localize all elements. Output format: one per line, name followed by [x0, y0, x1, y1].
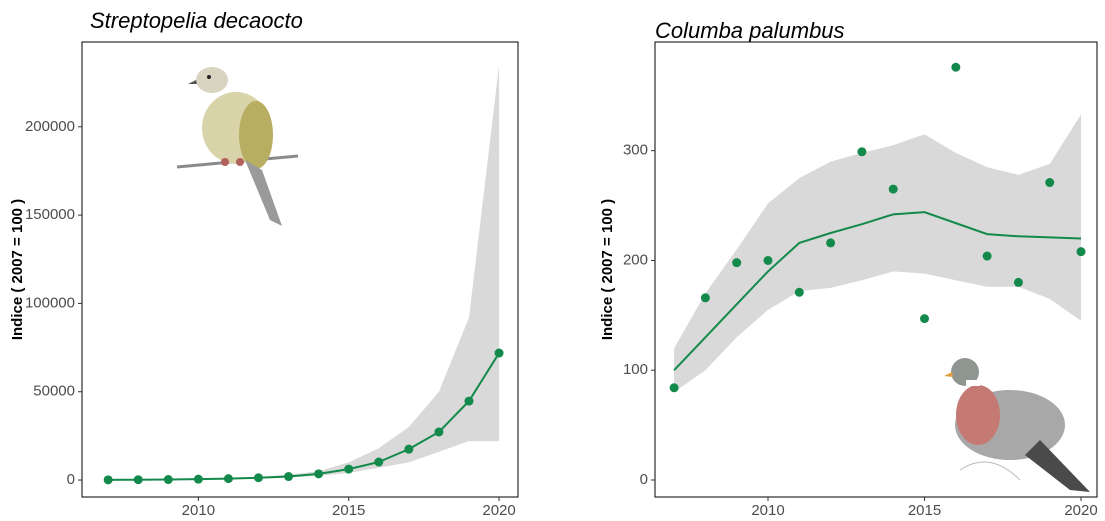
y-tick-label: 100000	[25, 294, 75, 311]
panel: Columba palumbus Indice ( 2007 = 100 ) 0 10…	[599, 18, 1098, 519]
confidence-band	[674, 114, 1082, 393]
y-tick-label: 150000	[25, 206, 75, 223]
data-point	[826, 238, 836, 248]
y-tick-label: 100	[623, 361, 648, 378]
chart-title: Streptopelia decaocto	[90, 8, 303, 33]
data-point	[314, 469, 324, 479]
data-point	[982, 251, 992, 261]
data-point	[133, 475, 143, 485]
data-point	[888, 184, 898, 194]
data-point	[1076, 247, 1086, 257]
data-point	[857, 147, 867, 157]
data-point	[920, 314, 930, 324]
y-tick-label: 200	[623, 251, 648, 268]
y-tick-label: 0	[640, 471, 648, 488]
data-point	[494, 348, 504, 358]
data-point	[951, 62, 961, 72]
data-point	[193, 474, 203, 484]
data-point	[284, 472, 294, 482]
dove-illustration	[176, 67, 299, 226]
x-tick-label: 2020	[1064, 502, 1097, 519]
data-point	[669, 383, 679, 393]
trend-line	[108, 352, 500, 481]
data-point	[1045, 178, 1055, 188]
plot-frame	[654, 41, 1098, 498]
y-tick-label: 0	[67, 471, 75, 488]
x-tick-label: 2010	[182, 502, 215, 519]
data-point	[223, 474, 233, 484]
data-point	[434, 427, 444, 437]
data-point	[344, 464, 354, 474]
data-point	[103, 475, 113, 485]
x-tick-label: 2015	[332, 502, 365, 519]
data-point	[404, 444, 414, 454]
data-point	[163, 475, 173, 485]
panel: Streptopelia decaocto Indice ( 2007 = 100…	[9, 8, 519, 519]
data-point	[700, 293, 710, 303]
y-tick-label: 300	[623, 142, 648, 159]
data-point	[464, 396, 474, 406]
x-tick-label: 2020	[482, 502, 515, 519]
data-point	[732, 258, 742, 268]
data-point	[794, 287, 804, 297]
x-tick-label: 2010	[751, 502, 784, 519]
data-point	[254, 473, 264, 483]
data-point	[1013, 277, 1023, 287]
y-tick-label: 200000	[25, 118, 75, 135]
plot-frame	[81, 41, 519, 498]
y-axis-label: Indice ( 2007 = 100 )	[9, 199, 26, 340]
confidence-band	[108, 64, 500, 480]
trend-line	[673, 211, 1082, 371]
data-point	[763, 255, 773, 265]
x-tick-label: 2015	[908, 502, 941, 519]
data-point	[374, 457, 384, 467]
pigeon-illustration	[944, 358, 1090, 492]
y-tick-label: 50000	[33, 383, 75, 400]
chart-title: Columba palumbus	[655, 18, 845, 43]
y-axis-label: Indice ( 2007 = 100 )	[599, 199, 616, 340]
